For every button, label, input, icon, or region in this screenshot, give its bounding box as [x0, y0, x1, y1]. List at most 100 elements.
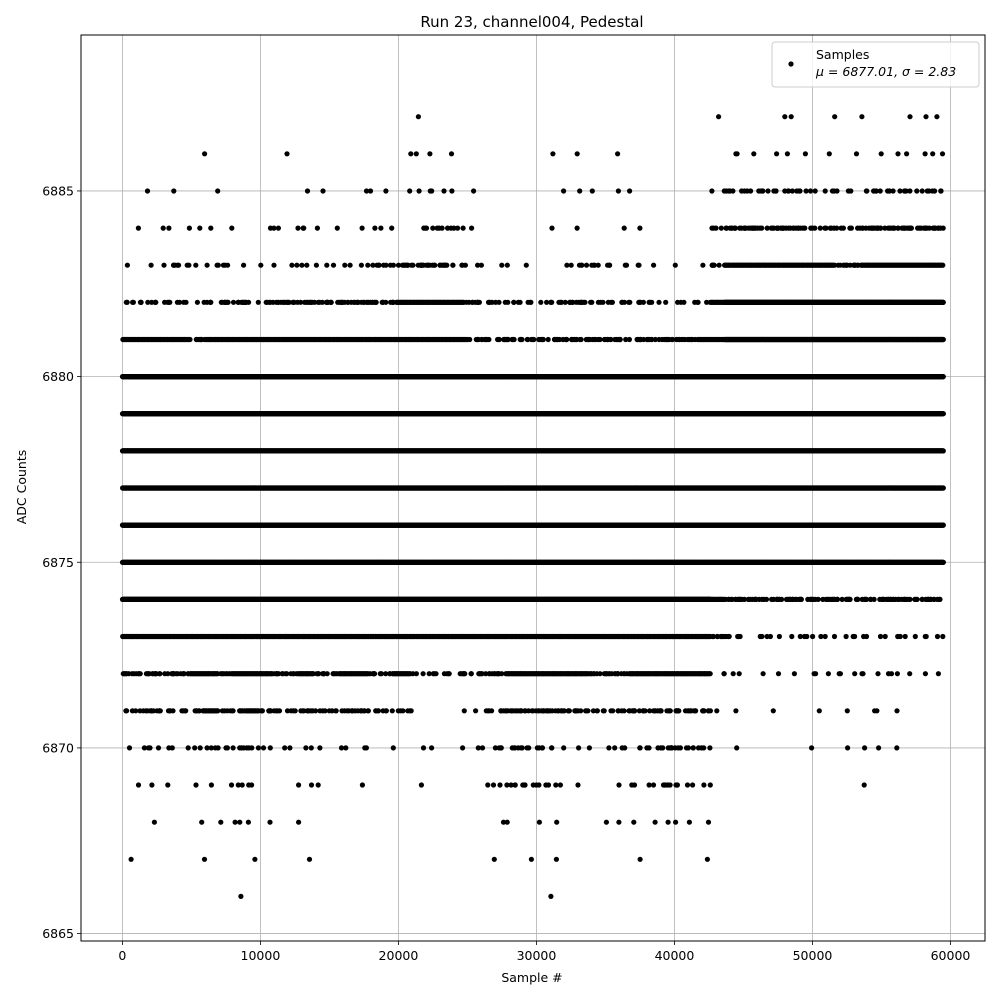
data-point: [810, 634, 815, 639]
data-point: [851, 634, 856, 639]
data-point: [317, 745, 322, 750]
data-point: [668, 782, 673, 787]
data-point: [509, 708, 514, 713]
data-point: [280, 671, 285, 676]
data-point: [170, 708, 175, 713]
data-point: [721, 671, 726, 676]
data-point: [707, 745, 712, 750]
data-point: [462, 671, 467, 676]
data-point: [157, 671, 162, 676]
data-point: [259, 708, 264, 713]
data-point: [427, 671, 432, 676]
data-point: [218, 671, 223, 676]
data-point: [368, 671, 373, 676]
data-point: [147, 745, 152, 750]
data-point: [776, 671, 781, 676]
data-point: [861, 634, 866, 639]
data-point: [558, 782, 563, 787]
data-point: [513, 782, 518, 787]
data-point: [156, 745, 161, 750]
data-point: [711, 634, 716, 639]
data-point: [691, 745, 696, 750]
data-point: [460, 745, 465, 750]
data-point: [224, 671, 229, 676]
data-point: [129, 857, 134, 862]
data-point: [491, 782, 496, 787]
data-point: [231, 745, 236, 750]
data-point: [202, 857, 207, 862]
data-point: [462, 708, 467, 713]
data-point: [321, 671, 326, 676]
data-point: [296, 820, 301, 825]
data-point: [708, 782, 713, 787]
data-point: [342, 708, 347, 713]
data-point: [726, 597, 731, 602]
data-point: [674, 782, 679, 787]
data-point: [685, 708, 690, 713]
data-point: [535, 745, 540, 750]
data-point: [878, 634, 883, 639]
data-point: [771, 708, 776, 713]
data-point: [576, 745, 581, 750]
data-point: [883, 634, 888, 639]
data-point: [421, 745, 426, 750]
data-point: [894, 745, 899, 750]
data-point: [872, 597, 877, 602]
data-point: [863, 597, 868, 602]
data-point: [390, 708, 395, 713]
data-point: [553, 708, 558, 713]
data-point: [798, 597, 803, 602]
data-point: [267, 820, 272, 825]
data-point: [693, 708, 698, 713]
data-point: [486, 708, 491, 713]
data-point: [684, 745, 689, 750]
data-point: [612, 745, 617, 750]
data-point: [823, 597, 828, 602]
data-point: [421, 671, 426, 676]
data-point: [473, 708, 478, 713]
data-point: [855, 597, 860, 602]
data-point: [731, 671, 736, 676]
data-point: [429, 745, 434, 750]
data-point: [249, 782, 254, 787]
data-point: [162, 671, 167, 676]
data-point: [387, 671, 392, 676]
data-point: [907, 671, 912, 676]
data-point: [793, 597, 798, 602]
data-point: [122, 671, 127, 676]
data-point: [813, 671, 818, 676]
data-point: [835, 597, 840, 602]
data-point: [940, 634, 945, 639]
data-point: [924, 634, 929, 639]
data-point: [604, 671, 609, 676]
data-point: [844, 634, 849, 639]
data-point: [525, 745, 530, 750]
data-point: [485, 782, 490, 787]
data-point: [875, 671, 880, 676]
data-point: [862, 782, 867, 787]
data-point: [616, 782, 621, 787]
chart-title: Run 23, channel004, Pedestal: [420, 13, 643, 31]
data-point: [522, 782, 527, 787]
data-point: [859, 671, 864, 676]
data-point: [637, 745, 642, 750]
data-point: [127, 745, 132, 750]
data-point: [215, 708, 220, 713]
data-point: [391, 745, 396, 750]
data-point: [296, 782, 301, 787]
data-point: [616, 708, 621, 713]
data-point: [209, 782, 214, 787]
data-point: [350, 708, 355, 713]
data-point: [647, 782, 652, 787]
data-point: [529, 857, 534, 862]
data-point: [282, 745, 287, 750]
data-point: [619, 671, 624, 676]
data-point: [874, 708, 879, 713]
data-point: [845, 745, 850, 750]
data-point: [364, 745, 369, 750]
data-point: [666, 820, 671, 825]
data-point: [668, 708, 673, 713]
data-point: [894, 708, 899, 713]
data-point: [360, 782, 365, 787]
